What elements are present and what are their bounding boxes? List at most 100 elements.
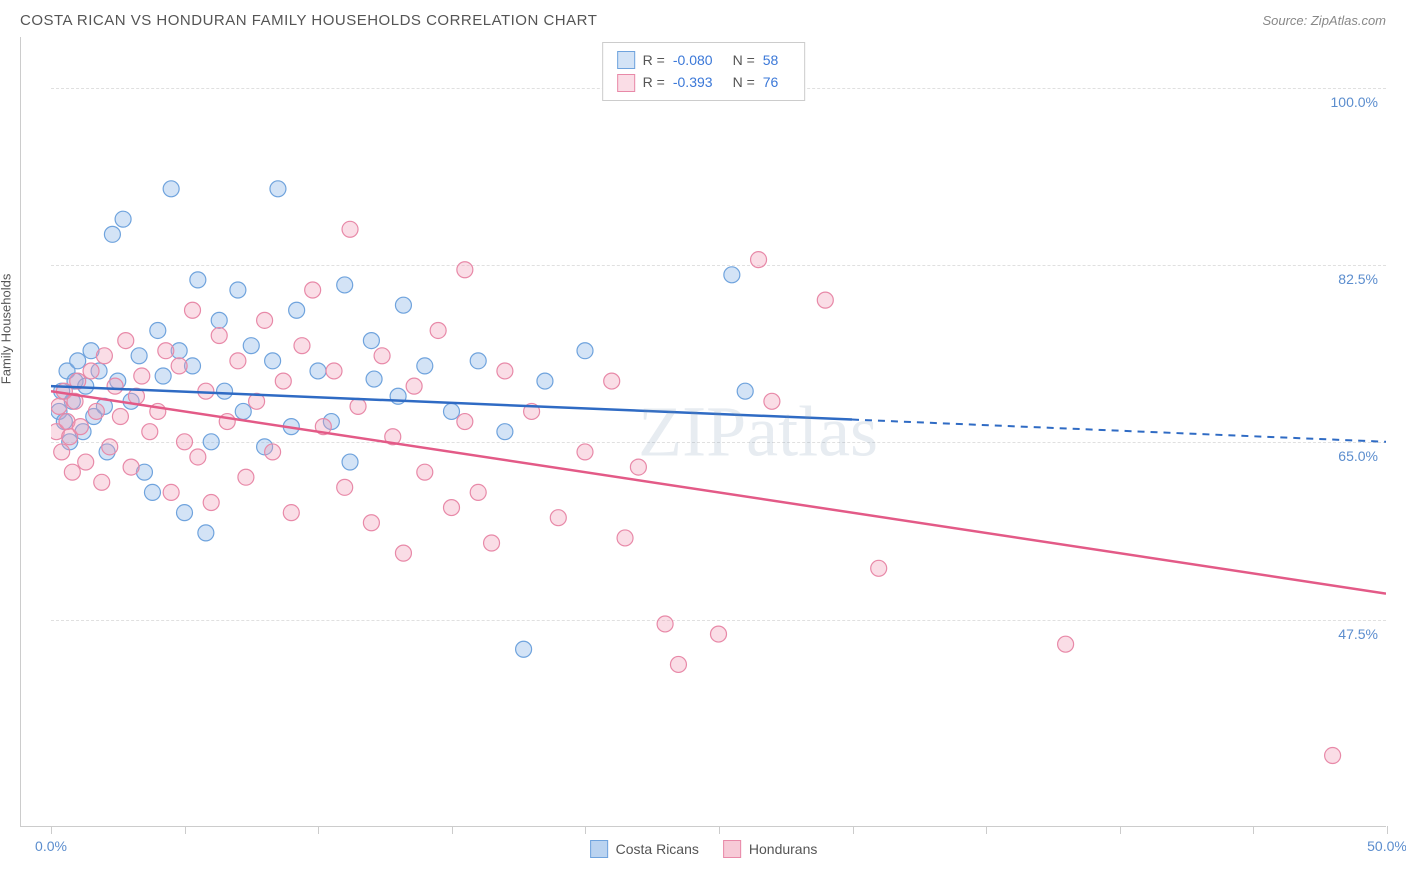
scatter-point [211, 312, 227, 328]
scatter-point [457, 414, 473, 430]
scatter-point [395, 297, 411, 313]
scatter-point [112, 409, 128, 425]
scatter-point [724, 267, 740, 283]
scatter-point [144, 484, 160, 500]
scatter-point [51, 398, 67, 414]
scatter-point [177, 434, 193, 450]
scatter-point [417, 464, 433, 480]
stats-box: R = -0.080 N = 58 R = -0.393 N = 76 [602, 42, 806, 101]
scatter-point [150, 322, 166, 338]
scatter-point [83, 363, 99, 379]
xtick [51, 826, 52, 834]
stat-n-value-1: 76 [763, 71, 779, 93]
scatter-point [430, 322, 446, 338]
scatter-point [444, 403, 460, 419]
legend-item-hondurans: Hondurans [723, 840, 818, 858]
scatter-point [70, 353, 86, 369]
scatter-point [497, 363, 513, 379]
chart-container: Family Households 47.5%65.0%82.5%100.0% … [20, 37, 1386, 827]
source-attribution: Source: ZipAtlas.com [1262, 13, 1386, 28]
scatter-point [417, 358, 433, 374]
xtick [318, 826, 319, 834]
scatter-point [257, 312, 273, 328]
scatter-point [363, 515, 379, 531]
scatter-point [350, 398, 366, 414]
scatter-point [163, 181, 179, 197]
scatter-point [163, 484, 179, 500]
stat-n-label: N = [733, 71, 755, 93]
scatter-point [118, 333, 134, 349]
scatter-point [238, 469, 254, 485]
scatter-point [107, 378, 123, 394]
scatter-point [265, 444, 281, 460]
chart-title: COSTA RICAN VS HONDURAN FAMILY HOUSEHOLD… [20, 12, 597, 29]
scatter-point [1058, 636, 1074, 652]
scatter-point [115, 211, 131, 227]
scatter-point [337, 479, 353, 495]
legend: Costa Ricans Hondurans [590, 840, 818, 858]
legend-label: Costa Ricans [616, 841, 699, 857]
xtick [185, 826, 186, 834]
scatter-point [737, 383, 753, 399]
scatter-point [577, 444, 593, 460]
scatter-point [657, 616, 673, 632]
scatter-point [142, 424, 158, 440]
scatter-point [366, 371, 382, 387]
scatter-point [235, 403, 251, 419]
scatter-point [217, 383, 233, 399]
stat-r-label: R = [643, 71, 665, 93]
scatter-point [294, 338, 310, 354]
xtick [986, 826, 987, 834]
scatter-point [751, 252, 767, 268]
trend-line-extrapolated [852, 420, 1386, 442]
scatter-point [54, 444, 70, 460]
swatch-costa-ricans [617, 51, 635, 69]
scatter-point [406, 378, 422, 394]
scatter-point [711, 626, 727, 642]
scatter-point [123, 459, 139, 475]
scatter-point [283, 505, 299, 521]
scatter-point [78, 454, 94, 470]
scatter-point [203, 434, 219, 450]
scatter-point [305, 282, 321, 298]
scatter-point [764, 393, 780, 409]
scatter-point [158, 343, 174, 359]
xtick [452, 826, 453, 834]
legend-swatch-costa-ricans [590, 840, 608, 858]
scatter-point [96, 348, 112, 364]
scatter-point [155, 368, 171, 384]
scatter-point [310, 363, 326, 379]
xtick [1253, 826, 1254, 834]
scatter-point [457, 262, 473, 278]
scatter-point [670, 656, 686, 672]
stat-r-value-1: -0.393 [673, 71, 713, 93]
scatter-point [537, 373, 553, 389]
scatter-point [1325, 748, 1341, 764]
xtick [1120, 826, 1121, 834]
scatter-point [64, 464, 80, 480]
scatter-point [444, 500, 460, 516]
scatter-point [243, 338, 259, 354]
stat-r-label: R = [643, 49, 665, 71]
xtick-label: 50.0% [1367, 838, 1406, 854]
scatter-point [190, 449, 206, 465]
scatter-point [198, 525, 214, 541]
stat-n-value-0: 58 [763, 49, 779, 71]
scatter-point [230, 353, 246, 369]
scatter-point [203, 495, 219, 511]
scatter-point [617, 530, 633, 546]
stat-r-value-0: -0.080 [673, 49, 713, 71]
xtick [1387, 826, 1388, 834]
scatter-point [131, 348, 147, 364]
trend-line [51, 391, 1386, 593]
legend-item-costa-ricans: Costa Ricans [590, 840, 699, 858]
legend-label: Hondurans [749, 841, 818, 857]
scatter-point [374, 348, 390, 364]
scatter-point [265, 353, 281, 369]
scatter-point [817, 292, 833, 308]
scatter-point [337, 277, 353, 293]
scatter-point [134, 368, 150, 384]
legend-swatch-hondurans [723, 840, 741, 858]
scatter-point [104, 226, 120, 242]
stats-row-hondurans: R = -0.393 N = 76 [617, 71, 791, 93]
